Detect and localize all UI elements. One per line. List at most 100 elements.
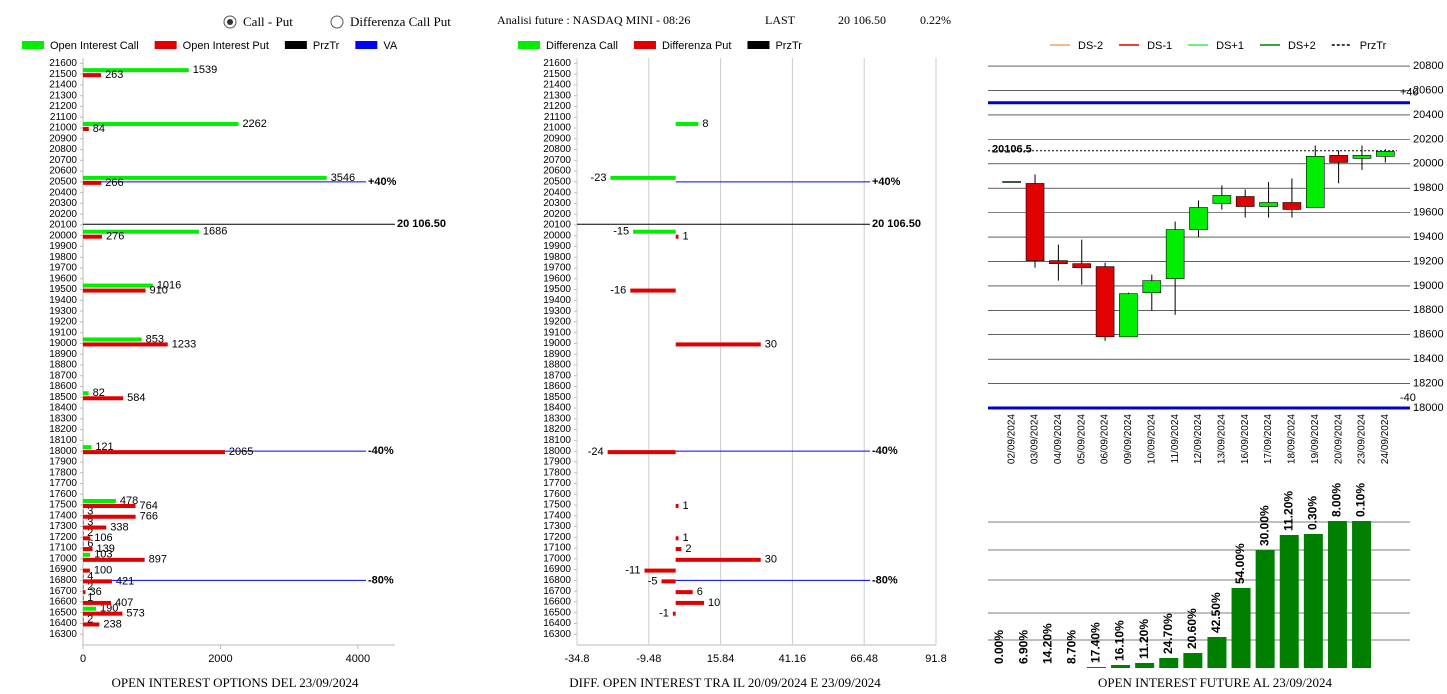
last-value: 20 106.50 <box>838 13 886 27</box>
y-tick-label: 17500 <box>49 500 77 511</box>
y-tick-label: 21600 <box>49 58 77 69</box>
value-label: 853 <box>146 333 164 345</box>
bar <box>675 590 693 595</box>
bar <box>83 73 102 78</box>
y-tick-label: 20100 <box>543 220 571 231</box>
value-label: 10 <box>708 597 720 609</box>
candle-body <box>1165 229 1185 279</box>
chart-title: OPEN INTEREST OPTIONS DEL 23/09/2024 <box>112 675 360 690</box>
bar <box>83 234 102 239</box>
y-tick-label: 17900 <box>49 457 77 468</box>
value-label: 1 <box>683 532 689 544</box>
y-tick-label: 19900 <box>543 241 571 252</box>
annotation-label: +40% <box>368 176 397 188</box>
y-tick-label: 20300 <box>49 198 77 209</box>
y-tick-label: 19800 <box>1413 182 1444 194</box>
y-tick-label: 18100 <box>543 435 571 446</box>
y-tick-label: 20700 <box>49 155 77 166</box>
y-tick-label: 16900 <box>543 564 571 575</box>
value-label: 1233 <box>172 338 196 350</box>
y-tick-label: 19400 <box>1413 231 1444 243</box>
bar <box>1279 535 1299 668</box>
value-label: 190 <box>100 603 118 615</box>
last-label: LAST <box>765 13 796 27</box>
x-tick-label: 15.84 <box>707 653 735 665</box>
y-tick-label: 21300 <box>49 90 77 101</box>
y-tick-label: 20500 <box>49 177 77 188</box>
radio[interactable] <box>330 15 344 29</box>
y-tick-label: 18800 <box>49 360 77 371</box>
y-tick-label: 19500 <box>543 284 571 295</box>
y-tick-label: 18700 <box>49 370 77 381</box>
value-label: 36 <box>89 586 101 598</box>
bar <box>83 127 89 132</box>
y-tick-label: 20200 <box>543 209 571 220</box>
bar <box>83 342 168 347</box>
y-tick-label: 17600 <box>543 489 571 500</box>
value-label: 1686 <box>203 226 227 238</box>
x-tick-label: 02/09/2024 <box>1006 414 1017 464</box>
x-tick-label: 2000 <box>208 653 232 665</box>
bar-label: 16.10% <box>1113 620 1127 661</box>
y-tick-label: 16600 <box>49 597 77 608</box>
y-tick-label: 16300 <box>543 629 571 640</box>
bar <box>83 574 84 579</box>
value-label: 276 <box>106 231 124 243</box>
x-tick-label: 91.8 <box>925 653 946 665</box>
value-label: -16 <box>610 284 626 296</box>
y-tick-label: 16500 <box>543 607 571 618</box>
x-tick-label: 24/09/2024 <box>1380 414 1391 464</box>
header-title: Analisi future : NASDAQ MINI - 08:26 <box>497 13 690 27</box>
value-label: -11 <box>625 565 640 577</box>
legend-swatch <box>747 41 770 49</box>
value-label: -1 <box>659 608 669 620</box>
y-tick-label: 21200 <box>543 101 571 112</box>
y-tick-label: 19600 <box>1413 207 1444 219</box>
legend-label: Differenza Call <box>546 40 618 52</box>
y-tick-label: 21300 <box>543 90 571 101</box>
bar <box>1303 534 1323 668</box>
y-tick-label: 19700 <box>49 263 77 274</box>
y-tick-label: 17300 <box>543 521 571 532</box>
legend-label: DS-2 <box>1078 40 1103 52</box>
candle-body <box>1305 156 1325 208</box>
candle-body <box>1095 266 1115 338</box>
chart-title: OPEN INTEREST FUTURE AL 23/09/2024 <box>1098 675 1333 690</box>
y-tick-label: 21400 <box>49 80 77 91</box>
candle-body <box>1235 196 1255 207</box>
y-tick-label: 18500 <box>49 392 77 403</box>
candle-body <box>1049 260 1068 264</box>
bar <box>83 611 123 616</box>
bar <box>83 514 136 519</box>
candle-body <box>1002 181 1021 183</box>
bar-label: 8.70% <box>1065 630 1079 664</box>
annotation-label: -80% <box>872 574 898 586</box>
bar <box>1135 663 1155 668</box>
annotation-label: +40 <box>1400 87 1419 99</box>
y-tick-label: 19000 <box>543 338 571 349</box>
annotation-label: +40% <box>872 176 901 188</box>
y-tick-label: 17100 <box>543 543 571 554</box>
candle-body <box>1189 207 1208 230</box>
y-tick-label: 19400 <box>49 295 77 306</box>
bar-label: 14.20% <box>1040 623 1054 664</box>
y-tick-label: 17800 <box>49 467 77 478</box>
value-label: 103 <box>94 549 112 561</box>
y-tick-label: 19700 <box>543 263 571 274</box>
legend-label: VA <box>383 40 398 52</box>
y-tick-label: 19100 <box>543 327 571 338</box>
bar <box>675 600 705 605</box>
radio-label[interactable]: Differenza Call Put <box>350 14 451 29</box>
value-label: 421 <box>116 575 134 587</box>
y-tick-label: 16800 <box>543 575 571 586</box>
radio-label[interactable]: Call - Put <box>243 14 293 29</box>
value-label: 6 <box>87 538 93 550</box>
bar <box>675 557 761 562</box>
bar-label: 0.10% <box>1354 483 1368 517</box>
legend-label: Open Interest Call <box>50 40 139 52</box>
legend-label: PrzTr <box>1360 40 1387 52</box>
value-label: -5 <box>648 575 658 587</box>
bar <box>1352 521 1372 668</box>
y-tick-label: 20900 <box>543 133 571 144</box>
bar-label: 17.40% <box>1089 622 1103 663</box>
